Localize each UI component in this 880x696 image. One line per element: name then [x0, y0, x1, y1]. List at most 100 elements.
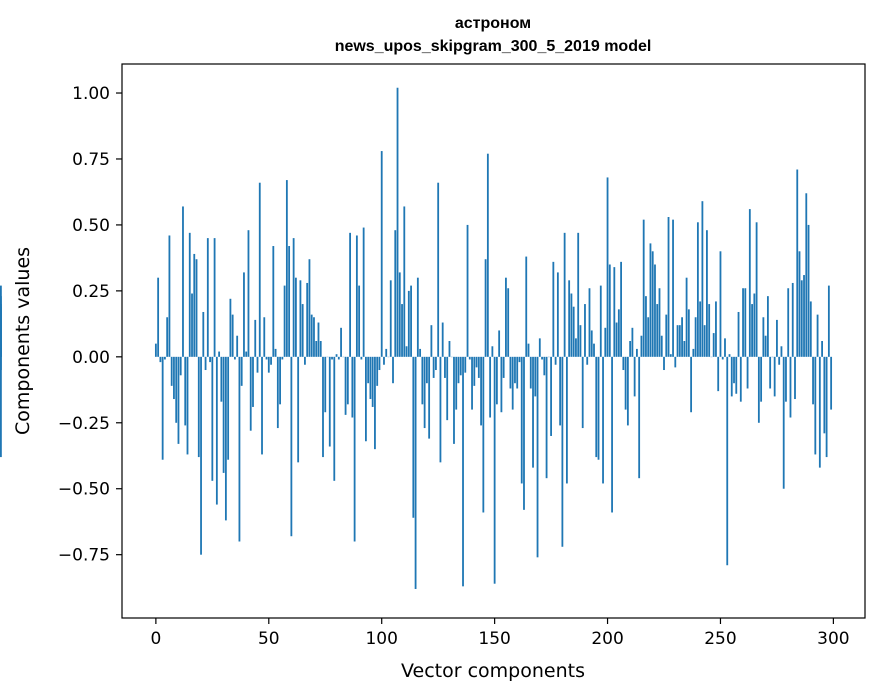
bar-component-20 [200, 356, 202, 555]
bar-component-106 [394, 230, 397, 357]
bar-component-232 [678, 325, 681, 357]
bar-component-42 [249, 356, 252, 431]
bar-component-36 [236, 335, 239, 357]
bar-component-192 [588, 288, 591, 357]
bar-component-56 [281, 356, 284, 360]
bar-component-undefined [0, 356, 2, 458]
bar-component-24 [209, 356, 211, 363]
bar-component-32 [227, 356, 230, 460]
bar-component-285 [798, 251, 801, 357]
bar-component-134 [457, 356, 460, 384]
bar-component-252 [724, 338, 726, 357]
bar-component-63 [297, 356, 300, 463]
bar-component-105 [392, 356, 394, 384]
x-tick-label: 0 [150, 629, 161, 649]
bar-component-57 [283, 285, 286, 357]
bar-component-34 [231, 314, 234, 357]
bar-component-49 [265, 356, 268, 360]
y-tick-label: 0.50 [72, 216, 110, 236]
bar-component-281 [789, 356, 792, 418]
bar-component-124 [435, 356, 437, 371]
bar-component-54 [276, 356, 279, 429]
bar-component-189 [581, 356, 584, 429]
bar-component-289 [807, 224, 810, 357]
bar-component-241 [699, 301, 702, 357]
bar-component-110 [403, 206, 406, 357]
bar-component-12 [182, 206, 184, 357]
bar-component-167 [532, 356, 534, 468]
bar-component-270 [764, 335, 767, 357]
bar-component-11 [179, 356, 182, 376]
bar-component-37 [238, 356, 241, 542]
bar-component-85 [346, 356, 349, 405]
bar-component-251 [721, 356, 724, 360]
bar-component-45 [256, 356, 259, 373]
y-axis: −0.75 −0.50 −0.25 0.00 0.25 0.50 0.75 1.00 [58, 84, 122, 566]
bar-component-255 [730, 356, 733, 397]
bar-component-84 [344, 356, 347, 415]
bar-component-50 [267, 356, 270, 373]
bar-component-151 [495, 356, 498, 405]
bar-component-294 [818, 356, 821, 468]
bar-component-33 [229, 298, 232, 357]
bar-component-27 [215, 356, 218, 505]
bar-component-188 [579, 325, 582, 357]
bar-component-90 [358, 285, 361, 357]
bar-component-172 [543, 356, 546, 376]
bar-component-94 [367, 356, 370, 384]
bar-component-74 [322, 356, 324, 458]
bar-component-244 [706, 230, 708, 357]
bar-component-243 [703, 325, 706, 357]
bar-component-65 [301, 304, 304, 357]
chart-title: астроном [455, 15, 531, 32]
bar-component-23 [206, 238, 209, 357]
bar-component-92 [362, 227, 365, 357]
bar-component-179 [559, 356, 562, 426]
bar-component-222 [656, 304, 659, 357]
bar-component-225 [663, 356, 665, 371]
bar-component-60 [290, 356, 293, 537]
bar-component-299 [830, 356, 833, 410]
bar-component-263 [748, 209, 751, 357]
y-tick-label: −0.50 [58, 480, 110, 500]
bar-component-97 [374, 356, 376, 450]
bar-component-159 [514, 356, 516, 384]
bar-component-152 [498, 330, 501, 357]
bar-component-236 [687, 309, 690, 357]
bar-component-undefined [0, 348, 2, 357]
bar-component-70 [313, 317, 315, 357]
bar-component-31 [224, 356, 227, 521]
bar-component-268 [760, 356, 763, 402]
bar-component-271 [766, 296, 769, 357]
bar-component-72 [317, 322, 320, 357]
bar-component-99 [378, 356, 381, 371]
bar-component-157 [509, 356, 512, 389]
bar-component-109 [401, 304, 403, 357]
bar-component-164 [525, 256, 528, 357]
bar-component-254 [728, 354, 731, 357]
bar-component-288 [805, 193, 808, 357]
bar-component-122 [430, 325, 433, 357]
bar-component-108 [398, 272, 401, 357]
bar-component-113 [410, 285, 412, 357]
bar-component-128 [444, 356, 446, 378]
bar-component-203 [613, 267, 616, 357]
bar-component-79 [333, 356, 336, 481]
bar-component-73 [319, 341, 322, 357]
bar-component-146 [484, 259, 487, 357]
bar-component-135 [459, 356, 462, 376]
bar-component-91 [360, 356, 363, 360]
bar-component-208 [624, 356, 627, 410]
bar-component-245 [708, 304, 711, 357]
bar-component-228 [669, 354, 672, 357]
bar-component-95 [369, 356, 372, 400]
bar-component-293 [816, 314, 819, 357]
bar-component-295 [821, 341, 823, 357]
bar-component-22 [204, 356, 207, 371]
bar-component-19 [197, 356, 200, 458]
bar-component-39 [243, 272, 245, 357]
bar-component-257 [735, 356, 738, 394]
bar-component-227 [667, 217, 670, 357]
bar-component-137 [464, 356, 467, 373]
bar-component-290 [809, 301, 812, 357]
